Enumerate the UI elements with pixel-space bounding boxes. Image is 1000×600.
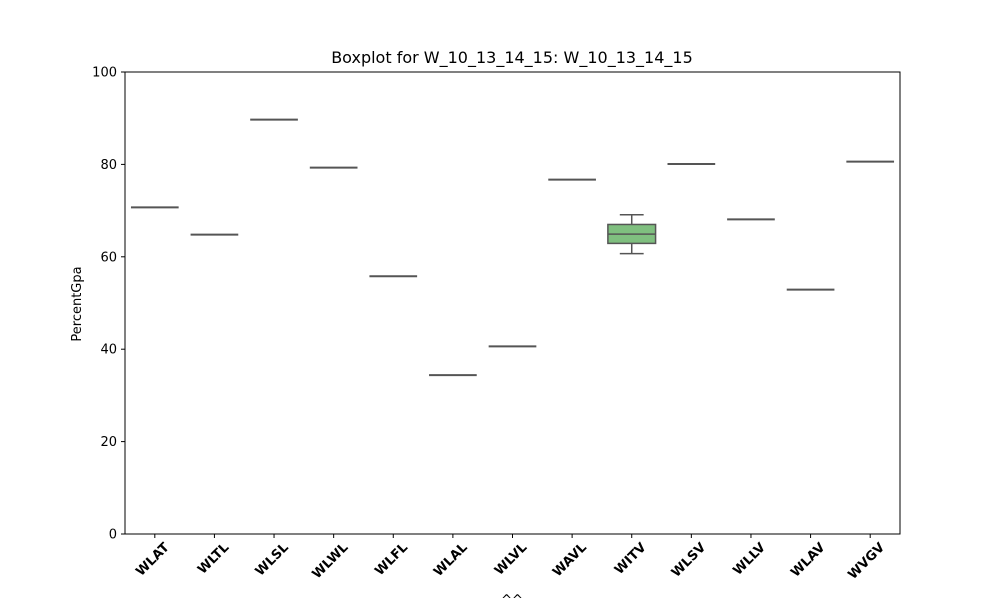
x-tick-label: WLVL xyxy=(492,540,530,578)
x-tick-label: WLAT xyxy=(133,540,172,579)
x-tick-label: WLFL xyxy=(372,540,411,579)
plot-area xyxy=(124,71,901,535)
x-tick-label: WLWL xyxy=(310,540,352,582)
box-witv xyxy=(607,214,657,255)
y-tick-label: 80 xyxy=(100,158,117,173)
x-tick-label: WLSL xyxy=(253,540,292,579)
y-tick-label: 40 xyxy=(100,343,117,358)
x-tick-label: WLAL xyxy=(431,540,471,580)
y-tick-label: 100 xyxy=(92,66,117,81)
y-axis: 0 20 40 60 80 100 xyxy=(92,66,125,543)
x-tick-label: WLAV xyxy=(788,540,828,580)
x-tick-label: WLSV xyxy=(669,540,709,580)
x-tick-label: WITV xyxy=(612,540,650,578)
x-tick-label: WLTL xyxy=(195,540,232,577)
y-axis-label: PercentGpa xyxy=(70,266,85,341)
x-tick-label: WVGV xyxy=(845,540,888,583)
y-tick-label: 0 xyxy=(109,528,117,543)
x-tick-label: WAVL xyxy=(550,540,590,580)
plot-frame xyxy=(124,71,901,535)
y-tick-label: 60 xyxy=(100,250,117,265)
x-axis: WLAT WLTL WLSL WLWL WLFL WLAL WLVL WAVL WITV WLSV… xyxy=(133,534,888,583)
chart-title: Boxplot for W_10_13_14_15: W_10_13_14_15 xyxy=(331,48,693,68)
x-tick-label: WLLV xyxy=(730,540,768,578)
x-axis-label: ^^ xyxy=(501,593,523,600)
y-tick-label: 20 xyxy=(100,435,117,450)
